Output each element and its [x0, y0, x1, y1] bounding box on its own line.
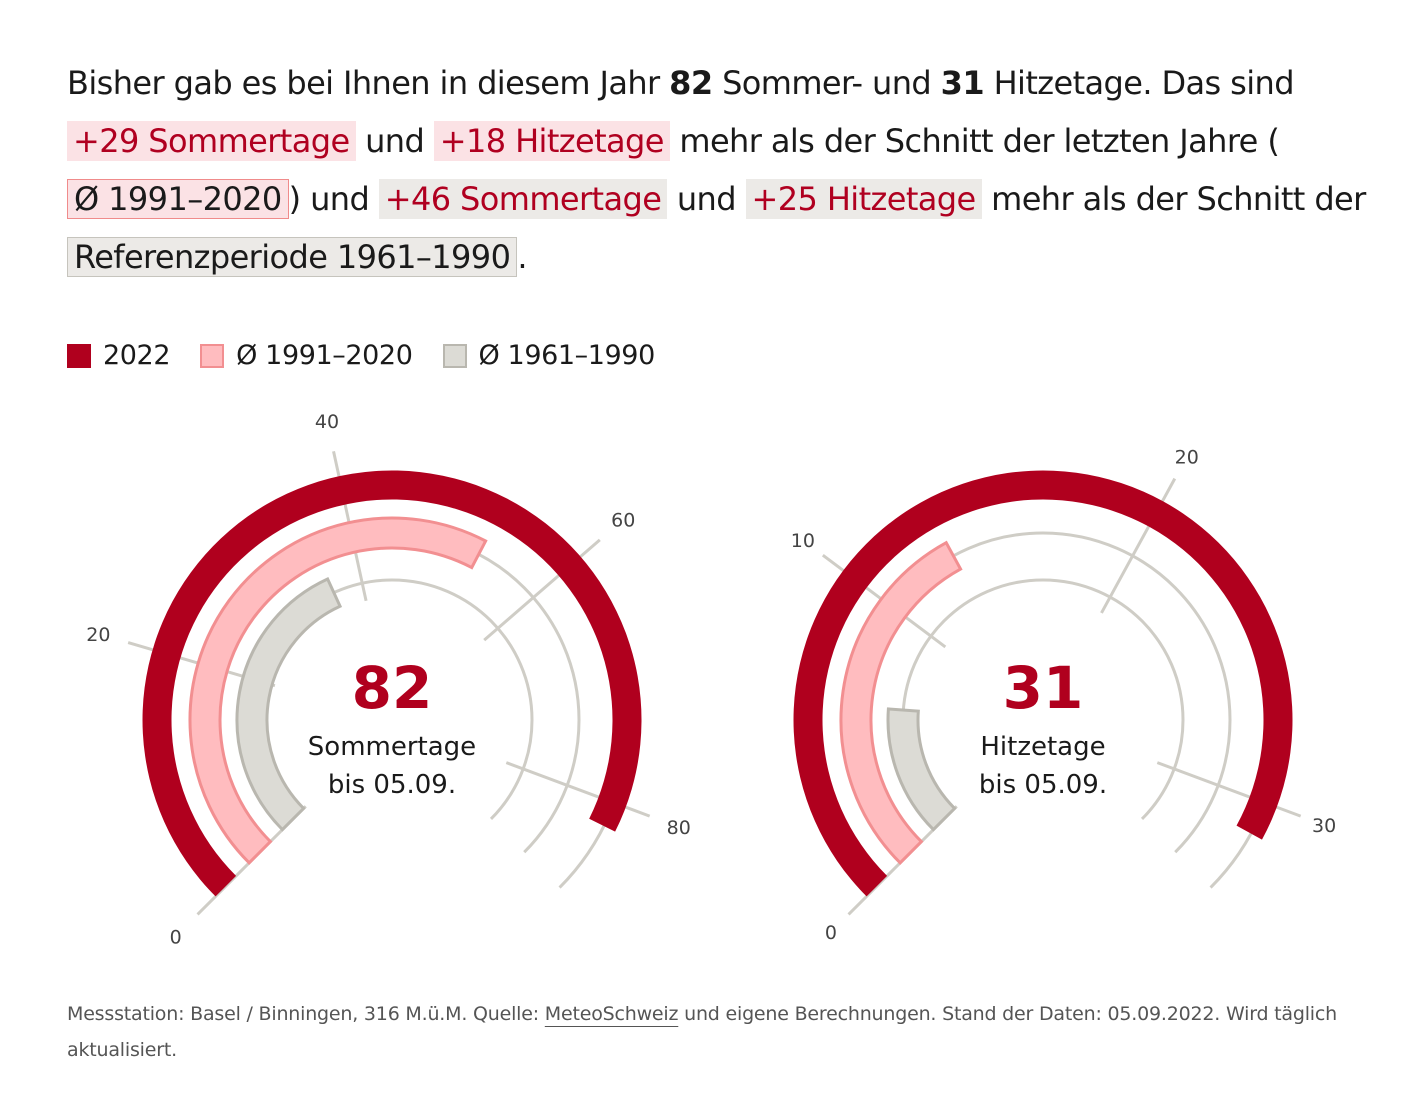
source-text: und eigene Berechnungen. Stand der Daten… [67, 1003, 1337, 1061]
source-text: Messstation: Basel / Binningen, 316 M.ü.… [67, 1003, 545, 1025]
meteoschweiz-link[interactable]: MeteoSchweiz [544, 1003, 679, 1025]
bar-2022 [142, 470, 642, 897]
legend-swatch-1961-1990 [442, 343, 467, 368]
legend-label-2022: 2022 [103, 340, 171, 371]
center-value: 82 [352, 654, 433, 722]
legend-swatch-2022 [67, 343, 91, 368]
center-sublabel: bis 05.09. [328, 770, 456, 800]
summary-part: mehr als der Schnitt der [981, 180, 1366, 218]
tick-label: 10 [791, 530, 815, 552]
chart-legend: 2022 Ø 1991–2020 Ø 1961–1990 [67, 340, 655, 371]
summer-diff-reference-chip: +46 Sommertage [378, 179, 668, 219]
summary-part: mehr als der Schnitt der letzten Jahre ( [669, 122, 1280, 160]
legend-swatch-1991-2020 [200, 343, 225, 368]
summary-part: Hitzetage. Das sind [984, 64, 1295, 102]
summary-text: Bisher gab es bei Ihnen in diesem Jahr 8… [67, 54, 1367, 286]
tick-label: 0 [170, 926, 182, 948]
summary-part: Sommer- und [712, 64, 941, 102]
bar-1991-2020 [839, 540, 963, 865]
tick-label: 30 [1312, 815, 1336, 837]
legend-item-1961-1990: Ø 1961–1990 [442, 340, 656, 371]
center-label: Hitzetage [980, 732, 1105, 762]
summary-part: Bisher gab es bei Ihnen in diesem Jahr [67, 64, 670, 102]
center-sublabel: bis 05.09. [979, 770, 1107, 800]
legend-item-1991-2020: Ø 1991–2020 [200, 340, 413, 371]
bar-2022 [793, 470, 1293, 897]
tick-label: 0 [825, 922, 837, 944]
summary-part: und [355, 122, 434, 160]
reference-period-chip: Referenzperiode 1961–1990 [67, 237, 518, 277]
center-label: Sommertage [308, 732, 476, 762]
legend-label-1961-1990: Ø 1961–1990 [478, 340, 656, 371]
heat-days-count: 31 [940, 64, 985, 102]
summer-days-count: 82 [669, 64, 713, 102]
summer-days-chart: 0 20 40 60 80 82 Sommertage bis 05.09. [86, 411, 690, 948]
summary-part: . [517, 238, 527, 276]
heat-days-chart: 0 10 20 30 31 Hitzetage bis 05.09. [791, 447, 1336, 944]
legend-label-1991-2020: Ø 1991–2020 [236, 340, 413, 371]
center-value: 31 [1003, 654, 1084, 722]
bar-1961-1990 [235, 577, 343, 832]
bar-1991-2020 [188, 516, 488, 865]
summary-part: ) und [288, 180, 379, 218]
heat-diff-recent-chip: +18 Hitzetage [433, 121, 670, 161]
legend-item-2022: 2022 [67, 340, 171, 371]
bar-1961-1990 [886, 707, 957, 832]
tick-label: 60 [611, 510, 635, 532]
period-1991-2020-chip: Ø 1991–2020 [67, 179, 289, 219]
heat-diff-reference-chip: +25 Hitzetage [745, 179, 982, 219]
tick-label: 80 [667, 817, 691, 839]
summary-part: und [667, 180, 746, 218]
tick-label: 20 [86, 624, 110, 646]
summer-diff-recent-chip: +29 Sommertage [67, 121, 356, 161]
tick-label: 40 [315, 411, 339, 433]
source-note: Messstation: Basel / Binningen, 316 M.ü.… [67, 996, 1367, 1068]
tick-label: 20 [1175, 447, 1199, 469]
